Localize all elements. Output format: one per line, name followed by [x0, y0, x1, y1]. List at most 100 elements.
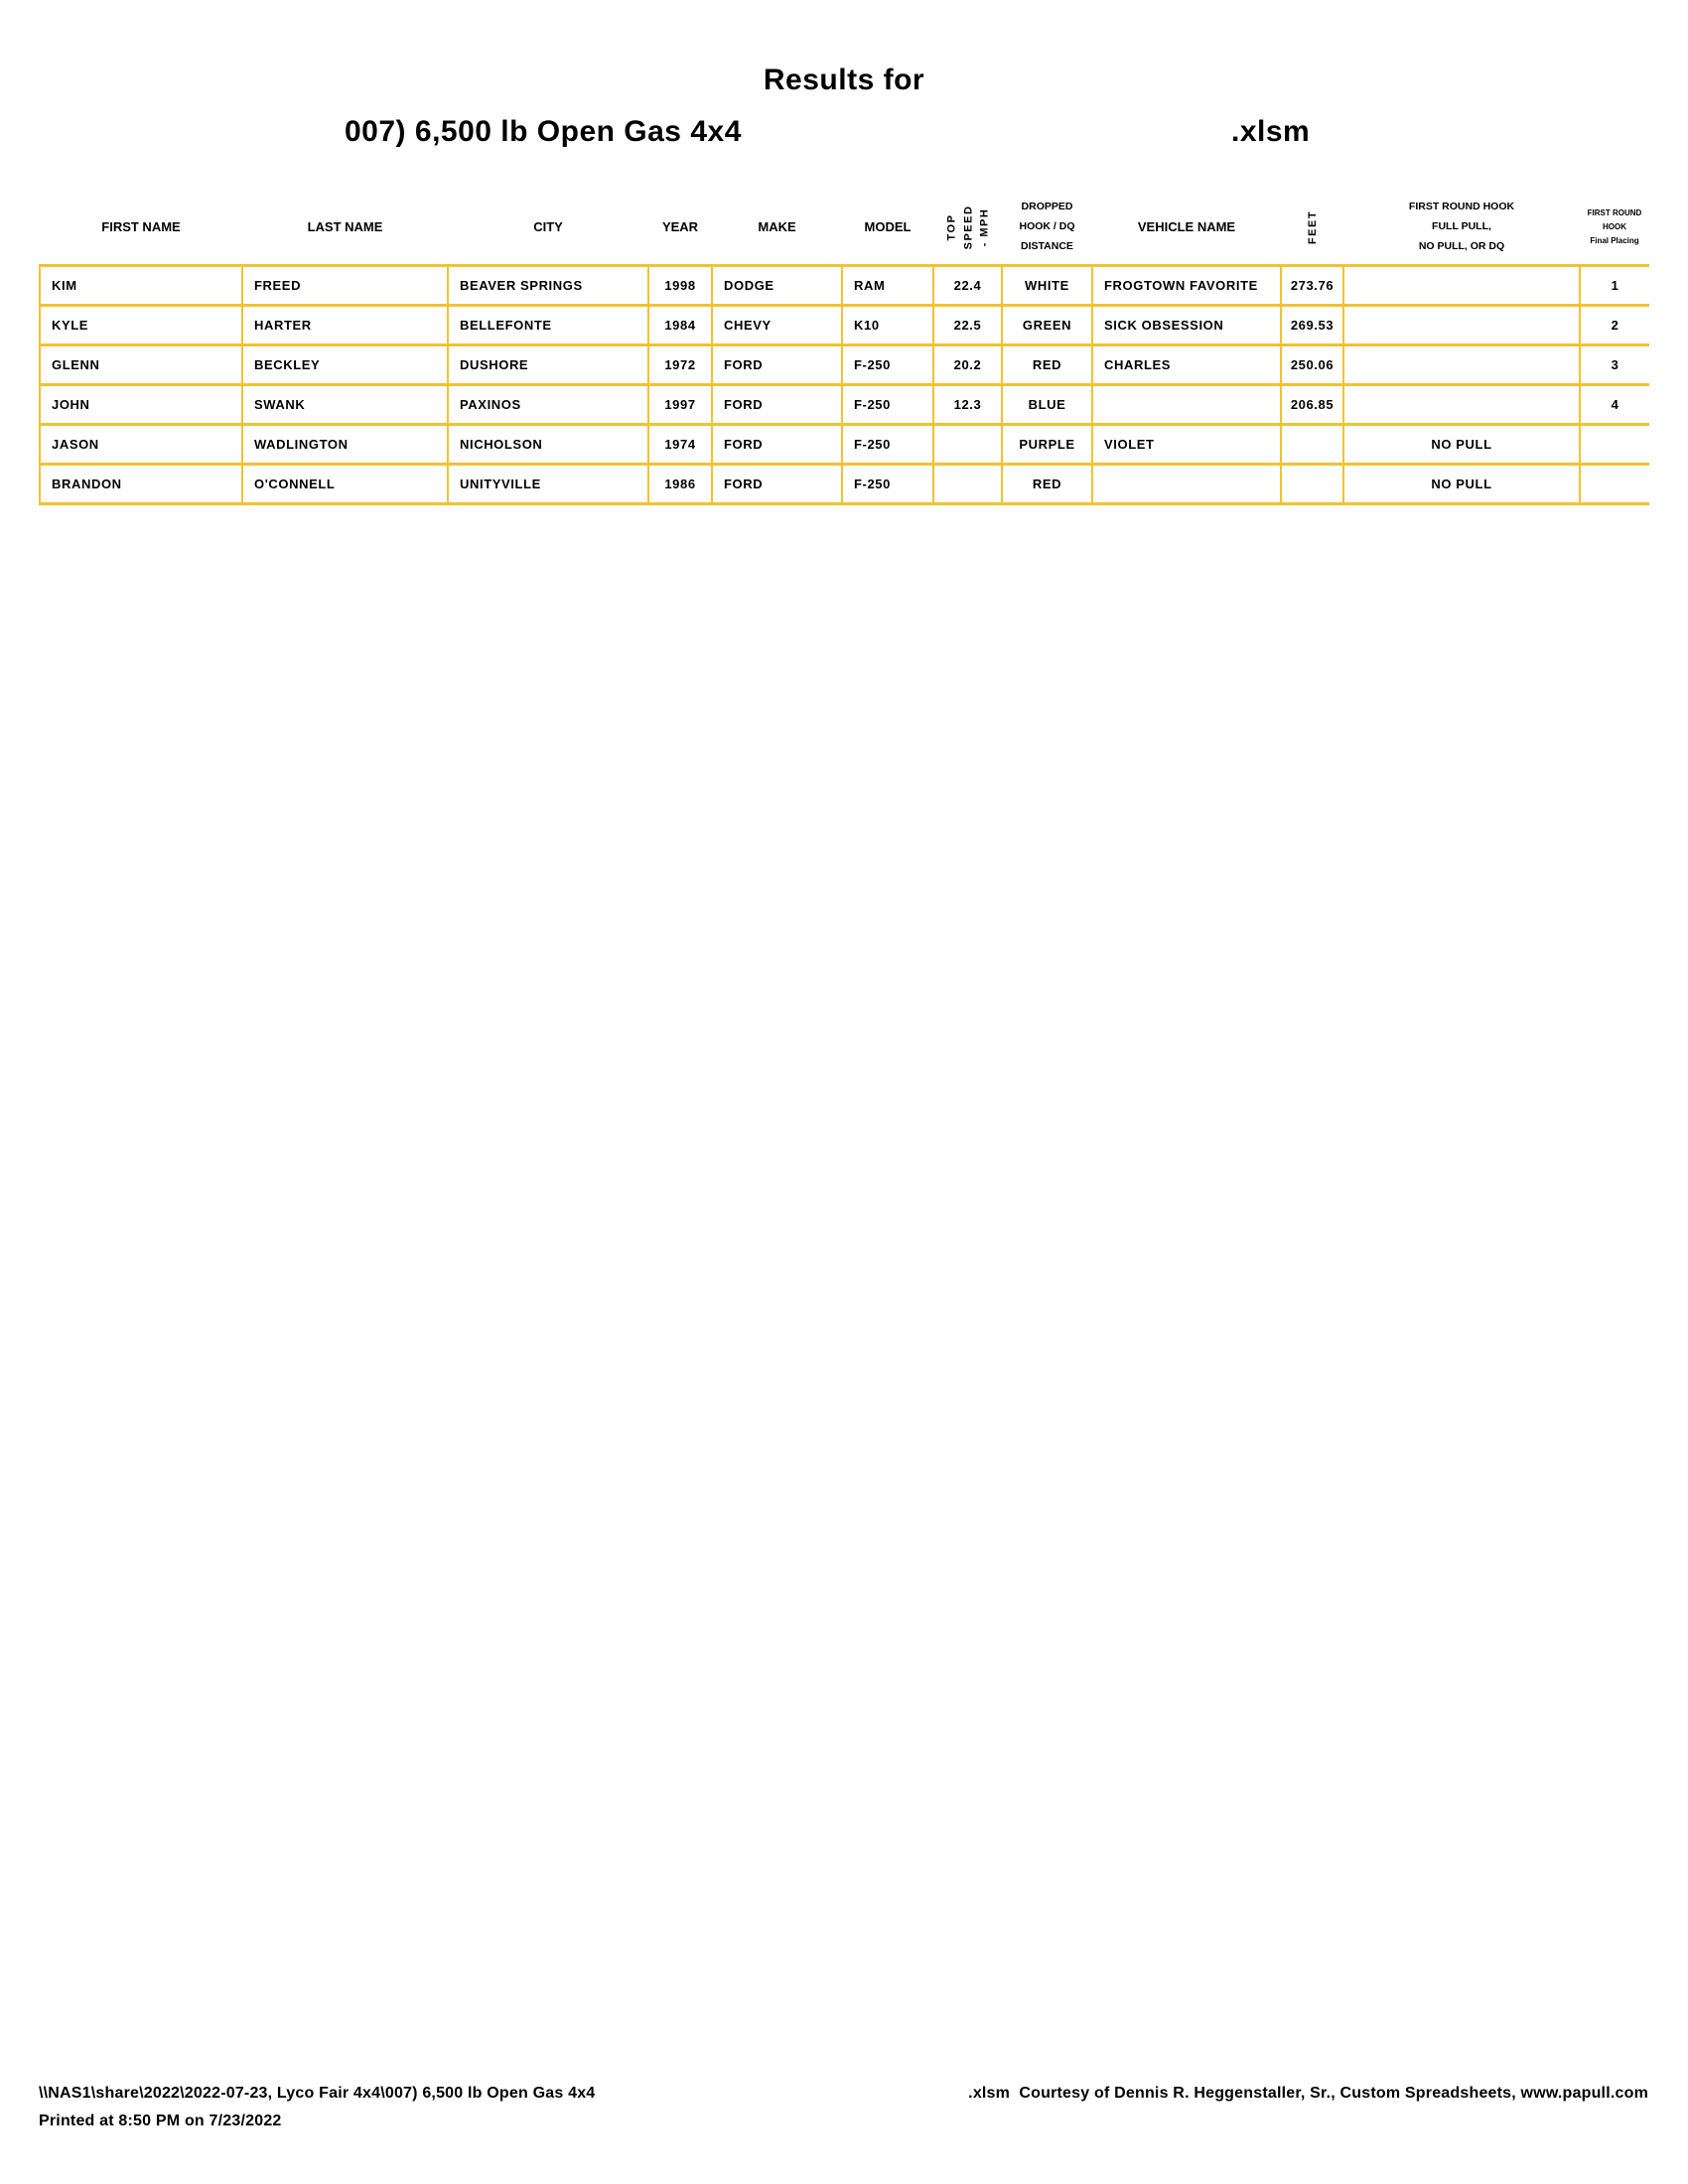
- table-row: KIM FREED BEAVER SPRINGS 1998 DODGE RAM 22.4 WH…: [39, 263, 1649, 307]
- cell-vehicle: FROGTOWN FAVORITE: [1091, 263, 1282, 307]
- cell-make: FORD: [711, 382, 843, 426]
- cell-year: 1984: [647, 303, 713, 346]
- column-header-first-name: FIRST NAME: [40, 192, 242, 265]
- table-header: FIRST NAME LAST NAME CITY YEAR MAKE MODEL TOP …: [40, 192, 1649, 265]
- cell-top-speed: 22.4: [932, 263, 1003, 307]
- cell-model: F-250: [841, 422, 934, 466]
- cell-first-name: JOHN: [39, 382, 243, 426]
- cell-model: F-250: [841, 462, 934, 505]
- cell-model: K10: [841, 303, 934, 346]
- cell-city: BEAVER SPRINGS: [447, 263, 649, 307]
- file-extension-label: .xlsm: [1231, 115, 1311, 148]
- footer-credit: .xlsm Courtesy of Dennis R. Heggenstalle…: [968, 2085, 1648, 2102]
- cell-city: UNITYVILLE: [447, 462, 649, 505]
- cell-dropped: RED: [1001, 462, 1093, 505]
- column-header-vehicle: VEHICLE NAME: [1092, 192, 1281, 265]
- cell-make: FORD: [711, 462, 843, 505]
- column-header-make-label: MAKE: [758, 218, 796, 234]
- cell-year: 1972: [647, 342, 713, 386]
- column-header-year: YEAR: [648, 192, 712, 265]
- cell-first-name: KYLE: [39, 303, 243, 346]
- column-header-feet: FEET: [1281, 192, 1343, 265]
- column-header-hook-result-label: FIRST ROUND HOOK FULL PULL, NO PULL, OR …: [1408, 201, 1515, 253]
- cell-feet: 273.76: [1280, 263, 1344, 307]
- cell-placing: 3: [1579, 342, 1649, 386]
- cell-hook-result: NO PULL: [1342, 462, 1581, 505]
- cell-make: FORD: [711, 422, 843, 466]
- cell-city: PAXINOS: [447, 382, 649, 426]
- cell-city: BELLEFONTE: [447, 303, 649, 346]
- cell-vehicle: [1091, 382, 1282, 426]
- column-header-year-label: YEAR: [661, 218, 699, 234]
- cell-last-name: O'CONNELL: [241, 462, 449, 505]
- header-row: FIRST NAME LAST NAME CITY YEAR MAKE MODEL TOP …: [40, 192, 1649, 265]
- cell-top-speed: 22.5: [932, 303, 1003, 346]
- column-header-last-name-label: LAST NAME: [307, 218, 383, 234]
- cell-year: 1974: [647, 422, 713, 466]
- column-header-city: CITY: [448, 192, 648, 265]
- class-title: 007) 6,500 lb Open Gas 4x4: [345, 115, 742, 148]
- cell-feet: 269.53: [1280, 303, 1344, 346]
- cell-hook-result: [1342, 263, 1581, 307]
- cell-feet: 250.06: [1280, 342, 1344, 386]
- cell-model: F-250: [841, 342, 934, 386]
- cell-city: NICHOLSON: [447, 422, 649, 466]
- cell-first-name: KIM: [39, 263, 243, 307]
- column-header-placing-label: FIRST ROUND HOOK: [1587, 207, 1642, 232]
- cell-hook-result: NO PULL: [1342, 422, 1581, 466]
- cell-last-name: FREED: [241, 263, 449, 307]
- table-row: JASON WADLINGTON NICHOLSON 1974 FORD F-250 PUR…: [39, 422, 1649, 466]
- cell-year: 1998: [647, 263, 713, 307]
- cell-top-speed: 12.3: [932, 382, 1003, 426]
- cell-vehicle: CHARLES: [1091, 342, 1282, 386]
- page-title: Results for: [763, 64, 925, 96]
- cell-placing: 2: [1579, 303, 1649, 346]
- cell-dropped: WHITE: [1001, 263, 1093, 307]
- cell-first-name: JASON: [39, 422, 243, 466]
- table-row: GLENN BECKLEY DUSHORE 1972 FORD F-250 20.2 RED C…: [39, 342, 1649, 386]
- cell-model: F-250: [841, 382, 934, 426]
- column-header-top-speed: TOP SPEED - MPH: [933, 192, 1002, 265]
- cell-feet: 206.85: [1280, 382, 1344, 426]
- column-header-dropped: DROPPED HOOK / DQ DISTANCE: [1002, 192, 1092, 265]
- cell-first-name: GLENN: [39, 342, 243, 386]
- cell-city: DUSHORE: [447, 342, 649, 386]
- cell-placing: [1579, 462, 1649, 505]
- table-row: JOHN SWANK PAXINOS 1997 FORD F-250 12.3 BLUE 206…: [39, 382, 1649, 426]
- column-header-vehicle-label: VEHICLE NAME: [1137, 218, 1236, 234]
- cell-year: 1997: [647, 382, 713, 426]
- cell-last-name: HARTER: [241, 303, 449, 346]
- column-header-hook-result: FIRST ROUND HOOK FULL PULL, NO PULL, OR …: [1343, 192, 1580, 265]
- cell-year: 1986: [647, 462, 713, 505]
- table-row: BRANDON O'CONNELL UNITYVILLE 1986 FORD F-250 R…: [39, 462, 1649, 505]
- column-header-placing-sublabel: Final Placing: [1590, 236, 1639, 246]
- cell-first-name: BRANDON: [39, 462, 243, 505]
- cell-make: DODGE: [711, 263, 843, 307]
- cell-placing: [1579, 422, 1649, 466]
- cell-top-speed: 20.2: [932, 342, 1003, 386]
- cell-last-name: WADLINGTON: [241, 422, 449, 466]
- results-table: FIRST NAME LAST NAME CITY YEAR MAKE MODEL TOP …: [39, 192, 1649, 505]
- column-header-model: MODEL: [842, 192, 933, 265]
- column-header-city-label: CITY: [533, 218, 563, 234]
- cell-vehicle: VIOLET: [1091, 422, 1282, 466]
- cell-hook-result: [1342, 342, 1581, 386]
- cell-top-speed: [932, 462, 1003, 505]
- cell-dropped: GREEN: [1001, 303, 1093, 346]
- column-header-top-speed-label: TOP SPEED - MPH: [944, 205, 990, 250]
- cell-last-name: BECKLEY: [241, 342, 449, 386]
- cell-dropped: PURPLE: [1001, 422, 1093, 466]
- footer-printed-timestamp: Printed at 8:50 PM on 7/23/2022: [39, 2113, 282, 2129]
- cell-hook-result: [1342, 382, 1581, 426]
- cell-make: CHEVY: [711, 303, 843, 346]
- column-header-feet-label: FEET: [1306, 210, 1319, 245]
- footer-file-path: \\NAS1\share\2022\2022-07-23, Lyco Fair …: [39, 2085, 596, 2102]
- column-header-model-label: MODEL: [864, 218, 912, 234]
- cell-hook-result: [1342, 303, 1581, 346]
- cell-last-name: SWANK: [241, 382, 449, 426]
- cell-feet: [1280, 462, 1344, 505]
- cell-dropped: BLUE: [1001, 382, 1093, 426]
- cell-placing: 1: [1579, 263, 1649, 307]
- cell-placing: 4: [1579, 382, 1649, 426]
- cell-make: FORD: [711, 342, 843, 386]
